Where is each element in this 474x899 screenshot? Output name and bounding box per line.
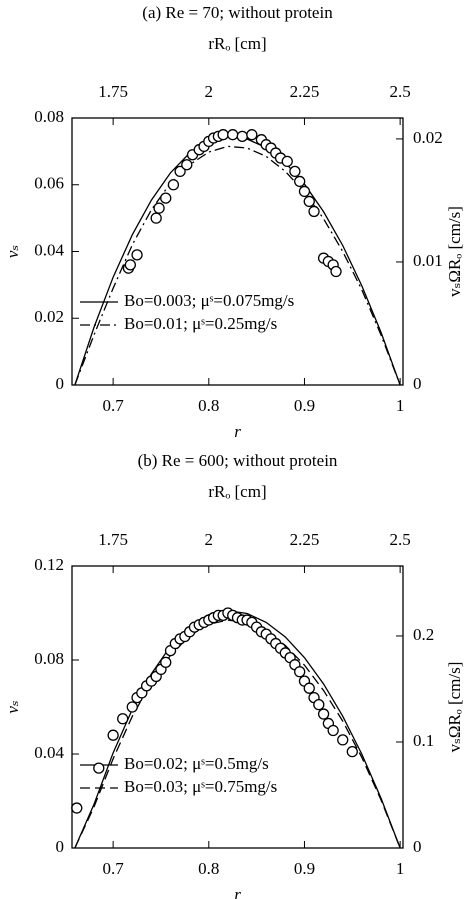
y2-tick-label: 0.1 <box>413 731 434 750</box>
x-tick-label: 1 <box>396 396 405 415</box>
x-tick-label: 0.7 <box>103 859 125 878</box>
y-tick-label: 0.02 <box>34 307 64 326</box>
data-point <box>337 734 349 746</box>
y-tick-label: 0.04 <box>34 240 64 259</box>
x-tick-label: 1 <box>396 859 405 878</box>
y-tick-label: 0.12 <box>34 555 64 574</box>
data-point <box>236 130 248 143</box>
legend-label: Bo=0.02; μˢ=0.5mg/s <box>124 754 269 773</box>
y2-tick-label: 0 <box>413 374 422 393</box>
data-point <box>217 129 229 141</box>
data-point <box>308 205 320 218</box>
x2-tick-label: 1.75 <box>98 530 128 549</box>
data-point <box>303 682 315 694</box>
data-point <box>289 165 301 178</box>
data-point <box>93 762 105 774</box>
data-point <box>150 212 162 224</box>
y2-tick-label: 0.2 <box>413 625 434 644</box>
y2-axis-label: vₛΩRₒ [cm/s] <box>445 206 464 297</box>
y2-axis-label: vₛΩRₒ [cm/s] <box>445 662 464 753</box>
y-tick-label: 0.08 <box>34 649 64 668</box>
x-tick-label: 0.9 <box>294 396 315 415</box>
data-point <box>346 746 358 758</box>
x2-tick-label: 2.5 <box>390 82 411 101</box>
x-tick-label: 0.8 <box>198 396 219 415</box>
y-tick-label: 0.06 <box>34 174 64 193</box>
x2-tick-label: 1.75 <box>98 82 128 101</box>
data-point <box>174 165 186 178</box>
legend-label: Bo=0.01; μˢ=0.25mg/s <box>124 314 277 333</box>
x2-tick-label: 2.5 <box>390 530 411 549</box>
chart-title: (b) Re = 600; without protein <box>138 451 338 470</box>
data-point <box>327 724 339 737</box>
x2-tick-label: 2.25 <box>290 82 320 101</box>
data-point <box>107 729 119 741</box>
data-point <box>153 202 165 214</box>
curve <box>74 145 401 386</box>
data-point <box>317 708 330 720</box>
plot-frame <box>71 117 404 386</box>
data-point <box>126 701 138 713</box>
x2-tick-label: 2.25 <box>290 530 320 549</box>
x2-axis-label: rRₒ [cm] <box>208 34 266 53</box>
data-point <box>330 265 342 278</box>
data-point <box>313 699 325 711</box>
x-tick-label: 0.7 <box>103 396 125 415</box>
y-axis-label: vₛ <box>3 245 22 259</box>
data-point <box>71 802 83 814</box>
x-tick-label: 0.8 <box>198 859 219 878</box>
y-tick-label: 0 <box>56 837 65 856</box>
x2-tick-label: 2 <box>205 530 214 549</box>
data-point <box>160 656 172 668</box>
x2-axis-label: rRₒ [cm] <box>208 482 266 501</box>
x2-tick-label: 2 <box>205 82 214 101</box>
data-point <box>160 192 172 204</box>
legend-label: Bo=0.003; μˢ=0.075mg/s <box>124 291 294 310</box>
chart-title: (a) Re = 70; without protein <box>142 3 333 22</box>
data-point <box>281 155 293 168</box>
data-point <box>227 129 239 141</box>
plot-frame <box>71 565 404 849</box>
y-tick-label: 0 <box>56 374 65 393</box>
data-point <box>167 179 180 191</box>
y-tick-label: 0.08 <box>34 107 64 126</box>
data-point <box>181 159 193 171</box>
x-tick-label: 0.9 <box>294 859 315 878</box>
data-point <box>246 129 258 141</box>
data-point <box>117 713 129 725</box>
data-point <box>124 259 137 271</box>
data-point <box>131 249 143 261</box>
data-point <box>298 185 311 198</box>
data-point <box>294 666 306 678</box>
curve <box>74 609 401 849</box>
x-axis-label: r <box>234 885 241 899</box>
y2-tick-label: 0.02 <box>413 128 443 147</box>
y-tick-label: 0.04 <box>34 743 64 762</box>
x-axis-label: r <box>234 422 241 441</box>
legend-label: Bo=0.03; μˢ=0.75mg/s <box>124 777 277 796</box>
data-point <box>303 195 315 208</box>
data-point <box>294 175 306 188</box>
y2-tick-label: 0.01 <box>413 251 443 270</box>
y-axis-label: vₛ <box>3 700 22 714</box>
curve <box>74 135 401 386</box>
y2-tick-label: 0 <box>413 837 422 856</box>
